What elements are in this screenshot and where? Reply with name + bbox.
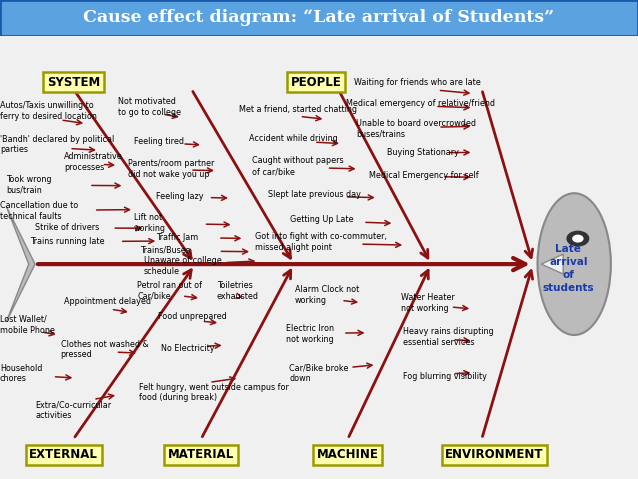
Text: Felt hungry, went outside campus for
food (during break): Felt hungry, went outside campus for foo…: [139, 383, 289, 402]
Text: Unable to board overcrowded
buses/trains: Unable to board overcrowded buses/trains: [356, 119, 476, 139]
Text: Late
arrival
of
students: Late arrival of students: [542, 244, 594, 293]
Text: Lift not
working: Lift not working: [134, 213, 166, 233]
Text: Getting Up Late: Getting Up Late: [290, 215, 354, 224]
Text: Waiting for friends who are late: Waiting for friends who are late: [354, 78, 481, 87]
Text: Strike of drivers: Strike of drivers: [35, 223, 100, 232]
Text: Buying Stationary: Buying Stationary: [387, 148, 459, 158]
Circle shape: [567, 230, 590, 247]
Text: Medical emergency of relative/friend: Medical emergency of relative/friend: [346, 99, 495, 108]
Text: Food unprepared: Food unprepared: [158, 312, 227, 321]
Text: Lost Wallet/
mobile Phone: Lost Wallet/ mobile Phone: [0, 315, 55, 335]
Text: EXTERNAL: EXTERNAL: [29, 448, 98, 461]
Text: Met a friend, started chatting: Met a friend, started chatting: [239, 105, 357, 114]
Text: Slept late previous day: Slept late previous day: [268, 191, 361, 199]
Text: Electric Iron
not working: Electric Iron not working: [286, 324, 334, 343]
Text: Accident while driving: Accident while driving: [249, 134, 338, 143]
Text: Medical Emergency for self: Medical Emergency for self: [369, 171, 478, 180]
Text: Administrative
processes: Administrative processes: [64, 152, 122, 172]
Text: Fog blurring visibility: Fog blurring visibility: [403, 372, 487, 381]
Text: Trains/Buses: Trains/Buses: [140, 246, 190, 255]
Text: Clothes not washed &
pressed: Clothes not washed & pressed: [61, 340, 149, 360]
Text: Extra/Co-curricular
activities: Extra/Co-curricular activities: [35, 400, 111, 420]
Circle shape: [572, 235, 584, 242]
Text: Alarm Clock not
working: Alarm Clock not working: [295, 285, 359, 305]
Text: Parents/room partner
did not wake you up: Parents/room partner did not wake you up: [128, 159, 214, 179]
Text: Unaware of college
schedule: Unaware of college schedule: [144, 256, 221, 276]
Text: Car/Bike broke
down: Car/Bike broke down: [289, 364, 348, 383]
Text: Trains running late: Trains running late: [30, 238, 105, 247]
Text: MACHINE: MACHINE: [317, 448, 378, 461]
Polygon shape: [6, 206, 35, 322]
Text: Cause effect diagram: “Late arrival of Students”: Cause effect diagram: “Late arrival of S…: [84, 10, 554, 26]
Text: Cancellation due to
technical faults: Cancellation due to technical faults: [0, 201, 78, 221]
Text: ENVIRONMENT: ENVIRONMENT: [445, 448, 544, 461]
Text: Feeling lazy: Feeling lazy: [156, 192, 204, 201]
Text: 'Bandh' declared by political
parties: 'Bandh' declared by political parties: [0, 135, 114, 154]
Text: Toiletries
exhausted: Toiletries exhausted: [217, 281, 259, 300]
Text: Household
chores: Household chores: [0, 364, 42, 383]
Text: Autos/Taxis unwilling to
ferry to desired location: Autos/Taxis unwilling to ferry to desire…: [0, 102, 97, 121]
Ellipse shape: [538, 193, 611, 335]
Text: Took wrong
bus/train: Took wrong bus/train: [6, 175, 52, 194]
Text: Petrol ran out of
Car/bike: Petrol ran out of Car/bike: [137, 281, 202, 300]
Text: Heavy rains disrupting
essential services: Heavy rains disrupting essential service…: [403, 327, 494, 347]
Text: Caught without papers
of car/bike: Caught without papers of car/bike: [252, 156, 344, 176]
Text: Water Heater
not working: Water Heater not working: [401, 293, 454, 312]
Text: Got into fight with co-commuter,
missed alight point: Got into fight with co-commuter, missed …: [255, 232, 387, 252]
Text: PEOPLE: PEOPLE: [290, 76, 341, 89]
Text: Not motivated
to go to college: Not motivated to go to college: [118, 97, 181, 117]
Text: No Electricity: No Electricity: [161, 344, 214, 353]
Text: Traffic Jam: Traffic Jam: [156, 233, 198, 241]
Text: Appointment delayed: Appointment delayed: [64, 297, 151, 306]
Text: Feeling tired: Feeling tired: [134, 137, 184, 146]
Polygon shape: [541, 254, 563, 274]
Text: SYSTEM: SYSTEM: [47, 76, 100, 89]
Text: MATERIAL: MATERIAL: [168, 448, 234, 461]
